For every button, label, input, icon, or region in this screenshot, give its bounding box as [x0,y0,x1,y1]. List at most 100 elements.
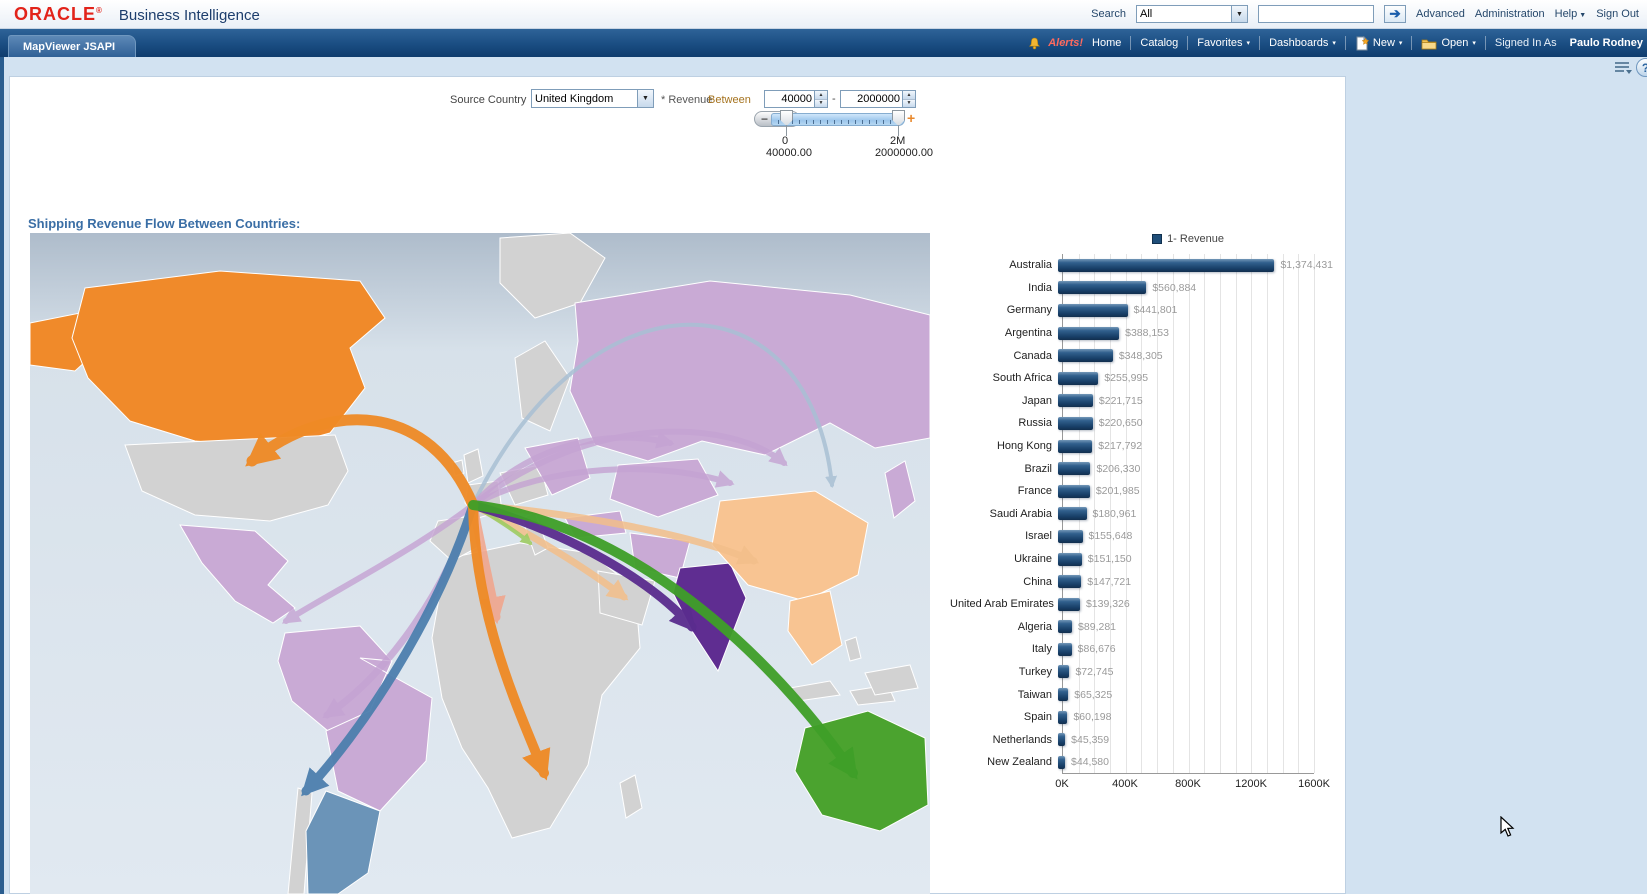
chevron-down-icon: ▾ [1246,40,1251,47]
country-japan[interactable] [884,460,916,519]
country-usa[interactable] [124,434,349,522]
revenue-slider: − + 0 2M 40000.00 2000000.00 [754,106,933,162]
bar-category-label: Australia [1009,259,1052,272]
chevron-down-icon[interactable]: ▼ [1230,6,1247,22]
revenue-bar[interactable] [1058,303,1128,317]
revenue-bar[interactable] [1058,575,1082,589]
country-brazil[interactable] [325,657,433,812]
bar-category-label: Spain [1023,711,1052,724]
revenue-bar[interactable] [1058,529,1083,543]
bar-value-label: $348,305 [1118,349,1163,362]
nav-right: Alerts! Home Catalog Favorites ▾ Dashboards ▾… [1028,29,1647,57]
country-scandinavia[interactable] [514,340,571,432]
nav-home[interactable]: Home [1092,37,1122,49]
revenue-bar[interactable] [1058,462,1091,476]
page-options-icon[interactable] [1614,61,1633,78]
revenue-bar[interactable] [1058,439,1093,453]
help-menu[interactable]: Help ▼ [1554,8,1587,20]
chart-row: Canada $348,305 [950,344,1360,367]
flow-arrow-mexico[interactable] [281,502,476,624]
chevron-down-icon[interactable]: ▼ [637,90,653,107]
user-name[interactable]: Paulo Rodney [1569,37,1643,49]
divider [1484,36,1486,50]
bar-category-label: Brazil [1024,462,1052,475]
revenue-bar[interactable] [1058,371,1099,385]
slider-plus-button[interactable]: + [907,110,916,126]
bar-track: $1,374,431 [1058,254,1360,277]
revenue-bar[interactable] [1058,507,1087,521]
flow-arrow-argentina[interactable] [301,500,478,797]
revenue-max-input[interactable] [841,91,902,107]
divider [1187,36,1189,50]
country-madagascar[interactable] [619,774,643,819]
revenue-bar[interactable] [1058,597,1080,611]
bar-value-label: $217,792 [1098,440,1143,453]
bar-value-label: $65,325 [1074,688,1113,701]
revenue-bar[interactable] [1058,755,1066,769]
revenue-bar[interactable] [1058,665,1070,679]
bar-value-label: $560,884 [1152,281,1197,294]
revenue-bar[interactable] [1058,620,1073,634]
revenue-bar[interactable] [1058,710,1068,724]
flow-arrow-far-east[interactable] [470,428,788,508]
revenue-min-input[interactable] [765,91,814,107]
nav-favorites[interactable]: Favorites ▾ [1197,37,1251,49]
search-go-button[interactable]: ➔ [1383,5,1406,23]
country-southeast-asia[interactable] [787,590,843,666]
revenue-bar[interactable] [1058,281,1147,295]
search-input[interactable] [1257,5,1374,23]
revenue-bar[interactable] [1058,258,1275,272]
flow-arrow-russia-east[interactable] [470,466,735,508]
country-philippines[interactable] [844,636,862,662]
flow-arrow-russia[interactable] [470,431,675,508]
revenue-bar[interactable] [1058,733,1066,747]
sign-out-link[interactable]: Sign Out [1596,8,1639,20]
source-country-select[interactable]: United Kingdom ▼ [531,89,654,108]
spin-up-icon[interactable]: ▲ [903,91,915,99]
chart-row: Italy $86,676 [950,638,1360,661]
spin-up-icon[interactable]: ▲ [815,91,827,99]
administration-link[interactable]: Administration [1474,8,1545,20]
advanced-link[interactable]: Advanced [1415,8,1465,20]
slider-handle-min[interactable] [780,110,793,126]
country-new-guinea[interactable] [864,664,919,696]
revenue-bar[interactable] [1058,349,1113,363]
revenue-bar[interactable] [1058,394,1093,408]
between-label: Between [708,94,751,106]
slider-lower-value: 40000.00 [766,147,812,159]
chart-row: Brazil $206,330 [950,457,1360,480]
flow-arrow-japan[interactable] [471,322,838,507]
country-argentina[interactable] [305,790,381,894]
revenue-bar[interactable] [1058,416,1093,430]
spin-down-icon[interactable]: ▼ [903,98,915,107]
world-map[interactable] [30,233,930,894]
new-menu[interactable]: New ▾ [1355,35,1402,51]
revenue-bar[interactable] [1058,552,1082,566]
country-china[interactable] [711,490,869,602]
app-header: ORACLE® Business Intelligence Search All… [0,0,1647,29]
bar-category-label: Ukraine [1014,553,1052,566]
bar-track: $220,650 [1058,412,1360,435]
spin-down-icon[interactable]: ▼ [815,98,827,107]
flow-arrow-canada[interactable] [245,414,479,511]
revenue-bar[interactable] [1058,326,1120,340]
nav-dashboards[interactable]: Dashboards ▾ [1269,37,1336,49]
country-united-kingdom[interactable] [463,448,484,484]
country-canada[interactable] [71,270,386,449]
revenue-bar[interactable] [1058,484,1090,498]
flow-arrow-south-africa[interactable] [468,500,551,781]
tab-mapviewer-jsapi[interactable]: MapViewer JSAPI [8,35,137,57]
revenue-bar[interactable] [1058,688,1069,702]
slider-min-label: 0 [782,135,789,147]
revenue-bar[interactable] [1058,642,1072,656]
search-scope-select[interactable]: All ▼ [1135,5,1248,23]
alerts-label: Alerts! [1048,37,1084,49]
flow-arrow-australia[interactable] [468,500,858,780]
slider-track[interactable] [771,113,905,126]
flow-arrow-india[interactable] [468,500,697,633]
alerts-button[interactable]: Alerts! [1028,37,1083,50]
help-icon[interactable]: ? [1636,58,1647,77]
open-menu[interactable]: Open ▾ [1421,37,1476,50]
slider-handle-max[interactable] [892,110,905,126]
nav-catalog[interactable]: Catalog [1140,37,1179,49]
